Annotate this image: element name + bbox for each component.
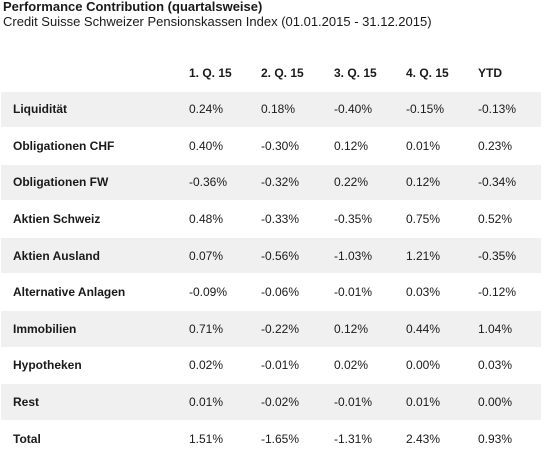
table-row: Rest 0.01% -0.02% -0.01% 0.01% 0.00% — [1, 383, 541, 421]
row-label: Rest — [13, 395, 40, 410]
cell-q4: 0.75% — [406, 212, 441, 227]
cell-q3: -1.03% — [334, 248, 373, 263]
cell-q2: -0.22% — [261, 321, 300, 336]
row-label: Aktien Schweiz — [13, 212, 101, 227]
cell-q1: -0.36% — [189, 175, 228, 190]
cell-ytd: 1.04% — [478, 321, 513, 336]
cell-ytd: -0.13% — [478, 102, 517, 117]
cell-q2: -1.65% — [261, 431, 300, 446]
performance-table: 1. Q. 15 2. Q. 15 3. Q. 15 4. Q. 15 YTD … — [1, 55, 541, 457]
cell-ytd: 0.23% — [478, 138, 513, 153]
page-subtitle: Credit Suisse Schweizer Pensionskassen I… — [3, 14, 432, 29]
cell-ytd: -0.12% — [478, 285, 517, 300]
table-row: Hypotheken 0.02% -0.01% 0.02% 0.00% 0.03… — [1, 347, 541, 384]
cell-q1: 0.24% — [189, 102, 224, 117]
cell-ytd: 0.00% — [478, 395, 513, 410]
cell-q4: 0.01% — [406, 395, 441, 410]
cell-q4: 2.43% — [406, 431, 441, 446]
column-header-ytd: YTD — [478, 65, 502, 80]
cell-q3: -0.01% — [334, 395, 373, 410]
table-row: Aktien Ausland 0.07% -0.56% -1.03% 1.21%… — [1, 237, 541, 274]
page-title: Performance Contribution (quartalsweise) — [3, 0, 263, 14]
table-header-row: 1. Q. 15 2. Q. 15 3. Q. 15 4. Q. 15 YTD — [1, 55, 541, 91]
cell-q1: 0.48% — [189, 212, 224, 227]
row-label: Immobilien — [13, 321, 77, 336]
row-label: Obligationen CHF — [13, 138, 115, 153]
column-header-q2: 2. Q. 15 — [261, 65, 304, 80]
table-row: Immobilien 0.71% -0.22% 0.12% 0.44% 1.04… — [1, 310, 541, 348]
table-row: Liquidität 0.24% 0.18% -0.40% -0.15% -0.… — [1, 91, 541, 128]
cell-q2: -0.06% — [261, 285, 300, 300]
cell-q4: 0.01% — [406, 138, 441, 153]
table-row-total: Total 1.51% -1.65% -1.31% 2.43% 0.93% — [1, 420, 541, 457]
row-label: Hypotheken — [13, 358, 82, 373]
cell-q4: 0.00% — [406, 358, 441, 373]
cell-q3: -0.35% — [334, 212, 373, 227]
row-label: Alternative Anlagen — [13, 285, 126, 300]
column-header-q3: 3. Q. 15 — [334, 65, 377, 80]
cell-q3: -0.01% — [334, 285, 373, 300]
column-header-category — [1, 55, 181, 91]
cell-q3: 0.12% — [334, 138, 369, 153]
row-label: Liquidität — [13, 102, 67, 117]
table-row: Aktien Schweiz 0.48% -0.33% -0.35% 0.75%… — [1, 200, 541, 238]
row-label: Obligationen FW — [13, 175, 109, 190]
cell-q4: 0.03% — [406, 285, 441, 300]
cell-q2: -0.02% — [261, 395, 300, 410]
column-header-q4: 4. Q. 15 — [406, 65, 449, 80]
row-label: Aktien Ausland — [13, 248, 100, 263]
cell-q4: 0.12% — [406, 175, 441, 190]
cell-q2: -0.56% — [261, 248, 300, 263]
cell-q3: 0.22% — [334, 175, 369, 190]
row-label: Total — [13, 431, 41, 446]
cell-q4: -0.15% — [406, 102, 445, 117]
cell-q3: 0.12% — [334, 321, 369, 336]
cell-q3: 0.02% — [334, 358, 369, 373]
cell-q3: -1.31% — [334, 431, 373, 446]
cell-q1: 0.71% — [189, 321, 224, 336]
table-row: Obligationen CHF 0.40% -0.30% 0.12% 0.01… — [1, 127, 541, 165]
table-row: Obligationen FW -0.36% -0.32% 0.22% 0.12… — [1, 164, 541, 201]
table-row: Alternative Anlagen -0.09% -0.06% -0.01%… — [1, 273, 541, 311]
cell-q1: 0.07% — [189, 248, 224, 263]
cell-q1: 0.01% — [189, 395, 224, 410]
cell-ytd: -0.35% — [478, 248, 517, 263]
cell-q2: -0.33% — [261, 212, 300, 227]
cell-q2: -0.32% — [261, 175, 300, 190]
column-header-q1: 1. Q. 15 — [189, 65, 232, 80]
cell-q1: 0.40% — [189, 138, 224, 153]
cell-ytd: -0.34% — [478, 175, 517, 190]
cell-q1: 1.51% — [189, 431, 224, 446]
cell-ytd: 0.03% — [478, 358, 513, 373]
cell-q4: 1.21% — [406, 248, 441, 263]
cell-q4: 0.44% — [406, 321, 441, 336]
cell-q1: 0.02% — [189, 358, 224, 373]
cell-q2: 0.18% — [261, 102, 296, 117]
cell-ytd: 0.52% — [478, 212, 513, 227]
cell-q3: -0.40% — [334, 102, 373, 117]
cell-q2: -0.30% — [261, 138, 300, 153]
cell-ytd: 0.93% — [478, 431, 513, 446]
cell-q2: -0.01% — [261, 358, 300, 373]
cell-q1: -0.09% — [189, 285, 228, 300]
